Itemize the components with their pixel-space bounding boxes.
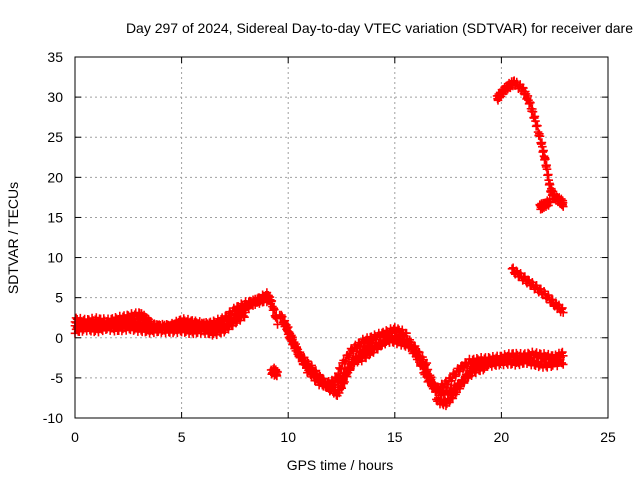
- data-point: [240, 312, 249, 322]
- data-point: [283, 327, 293, 336]
- series-track: [507, 263, 568, 317]
- data-point: [377, 341, 387, 350]
- x-tick-label: 25: [600, 429, 616, 445]
- data-point: [422, 358, 432, 368]
- data-point: [431, 387, 440, 397]
- data-point: [451, 371, 460, 381]
- data-point: [520, 272, 530, 281]
- data-point: [558, 303, 567, 313]
- data-point: [516, 268, 525, 278]
- y-tick-label: 35: [47, 49, 63, 65]
- chart-title: Day 297 of 2024, Sidereal Day-to-day VTE…: [126, 20, 633, 36]
- data-point: [393, 324, 403, 333]
- data-point: [305, 365, 314, 375]
- data-point: [419, 355, 428, 365]
- data-point: [410, 341, 420, 351]
- data-point: [544, 290, 553, 300]
- data-point: [557, 358, 567, 368]
- data-point: [426, 372, 436, 382]
- series-track: [535, 194, 555, 214]
- data-point: [346, 364, 355, 373]
- data-point: [289, 337, 299, 347]
- data-point: [513, 267, 522, 277]
- y-tick-label: 20: [47, 169, 63, 185]
- data-point: [293, 345, 303, 354]
- data-point: [282, 320, 291, 330]
- y-tick-label: 10: [47, 250, 63, 266]
- data-point: [353, 357, 362, 367]
- data-point: [452, 388, 461, 397]
- data-point: [558, 360, 568, 369]
- data-point: [84, 321, 94, 331]
- data-point: [149, 328, 159, 338]
- y-tick-label: 15: [47, 209, 63, 225]
- y-tick-label: 5: [55, 290, 63, 306]
- data-point: [373, 344, 383, 354]
- data-point: [515, 360, 524, 370]
- data-point: [345, 363, 354, 373]
- data-point: [423, 365, 433, 374]
- data-point: [558, 308, 568, 317]
- data-point: [455, 384, 465, 393]
- data-point: [286, 331, 296, 341]
- data-point: [342, 372, 352, 381]
- x-tick-label: 10: [280, 429, 296, 445]
- tick-labels: 0 5 10 15 20 25 -10 -5 0 5 10 15 20 25 30 35: [43, 49, 616, 445]
- data-point: [273, 320, 282, 329]
- data-point: [297, 354, 307, 363]
- data-point: [397, 325, 407, 335]
- series-track: [492, 76, 568, 211]
- data-point: [135, 322, 145, 331]
- y-tick-label: 30: [47, 89, 63, 105]
- data-point: [235, 316, 245, 325]
- data-point: [292, 344, 302, 353]
- data-point: [369, 348, 378, 357]
- data-point: [300, 358, 310, 368]
- x-axis-label: GPS time / hours: [287, 457, 394, 473]
- data-point: [558, 202, 568, 211]
- series-track: [283, 327, 491, 411]
- x-tick-label: 0: [71, 429, 79, 445]
- data-point: [552, 361, 562, 371]
- data-point: [546, 198, 555, 207]
- plot-frame: [74, 56, 609, 419]
- data-point: [445, 398, 454, 407]
- data-points: [70, 76, 568, 411]
- y-tick-label: -10: [43, 410, 63, 426]
- data-point: [224, 325, 233, 334]
- x-tick-label: 20: [494, 429, 510, 445]
- data-point: [544, 349, 553, 359]
- data-point: [558, 347, 567, 357]
- data-point: [459, 377, 469, 387]
- data-point: [555, 355, 565, 365]
- data-point: [415, 348, 424, 357]
- y-tick-label: 0: [55, 330, 63, 346]
- data-point: [429, 383, 439, 393]
- data-point: [252, 298, 262, 307]
- data-point: [266, 365, 276, 375]
- x-tick-label: 15: [387, 429, 403, 445]
- data-point: [532, 280, 541, 290]
- data-point: [482, 361, 491, 371]
- y-tick-label: -5: [51, 370, 64, 386]
- y-axis-label: SDTVAR / TECUs: [5, 182, 21, 294]
- data-point: [92, 313, 101, 322]
- series-track: [70, 308, 250, 340]
- series-track: [266, 363, 282, 381]
- data-point: [501, 354, 510, 364]
- x-tick-label: 5: [178, 429, 186, 445]
- data-point: [241, 308, 250, 317]
- data-point: [340, 377, 349, 387]
- y-tick-label: 25: [47, 129, 63, 145]
